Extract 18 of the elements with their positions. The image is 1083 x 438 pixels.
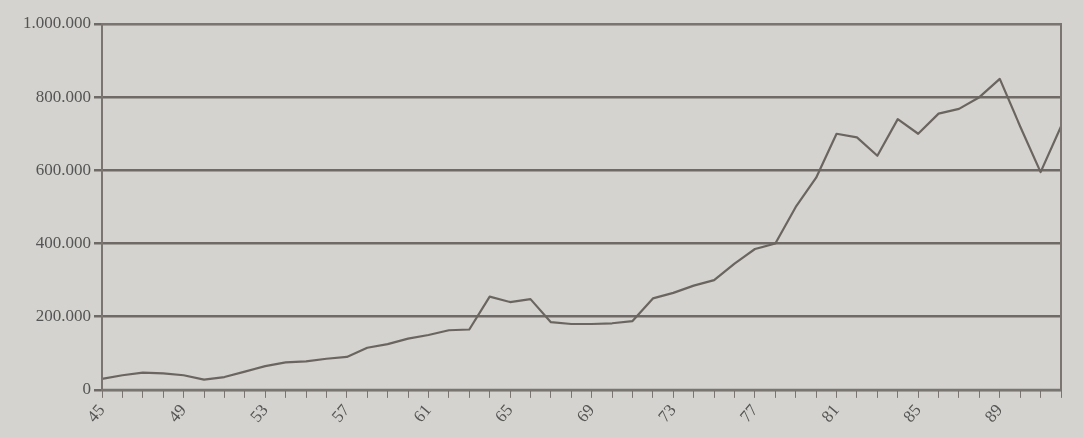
y-tick-label: 600.000 (35, 159, 91, 179)
x-tick-label: 53 (246, 400, 272, 426)
x-tick-label: 57 (327, 400, 354, 426)
y-tick-label: 800.000 (35, 86, 91, 106)
x-tick-label: 85 (899, 400, 925, 426)
x-tick-label: 81 (817, 400, 844, 426)
x-tick-label: 69 (572, 400, 599, 426)
y-tick-label: 200.000 (35, 306, 91, 326)
x-tick-label: 61 (409, 400, 435, 426)
x-tick-label: 89 (980, 400, 1007, 426)
x-tick-label: 77 (735, 400, 762, 426)
y-tick-label: 0 (82, 379, 91, 399)
x-tick-label: 73 (654, 400, 680, 426)
y-tick-label: 1.000.000 (23, 13, 91, 33)
x-tick-label: 65 (491, 400, 517, 426)
x-tick-label: 49 (164, 400, 191, 426)
y-tick-label: 400.000 (35, 232, 91, 252)
x-tick-label: 45 (83, 400, 109, 426)
